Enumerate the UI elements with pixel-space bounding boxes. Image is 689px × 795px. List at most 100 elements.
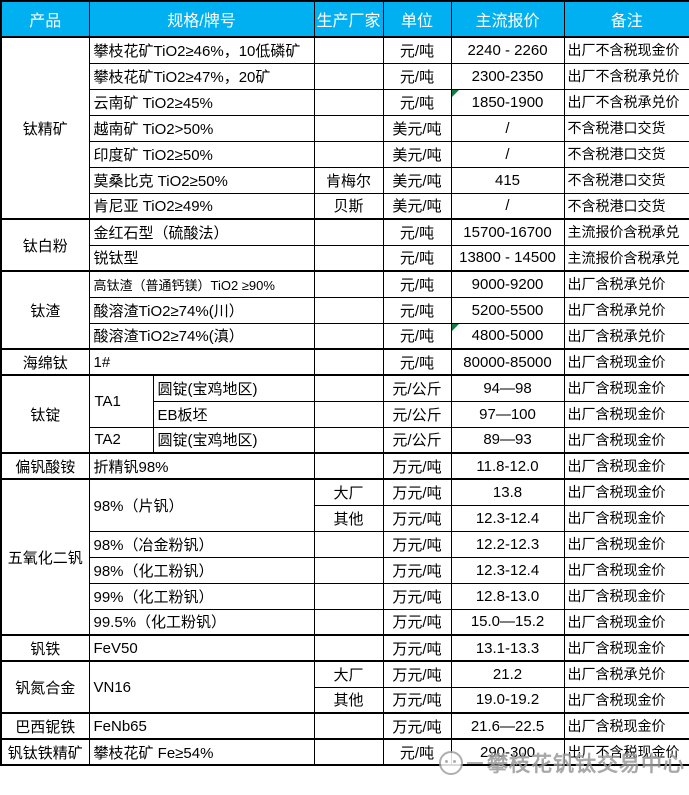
spec-cell: 1# [88,348,315,376]
spec-cell: VN16 [88,660,315,714]
header-row: 产品 规格/牌号 生产厂家 单位 主流报价 备注 [0,0,689,38]
producer-cell: 肯梅尔 [313,166,384,194]
note-cell: 出厂含税现金价 [563,530,689,558]
note-cell: 出厂不含税承兑价 [563,88,689,116]
unit-cell: 万元/吨 [382,608,452,636]
producer-cell [313,88,384,116]
spec-cell: FeV50 [88,634,315,662]
producer-cell: 大厂 [313,660,384,688]
note-cell: 出厂含税承兑价 [563,322,689,350]
col-header-producer: 生产厂家 [313,0,384,38]
price-cell: 12.2-12.3 [450,530,565,558]
producer-cell [313,270,384,298]
producer-cell [313,452,384,480]
unit-cell: 元/吨 [382,36,452,64]
spec-cell: 98%（化工粉钒） [88,556,315,584]
producer-cell [313,556,384,584]
col-header-price: 主流报价 [450,0,565,38]
unit-cell: 元/吨 [382,88,452,116]
unit-cell: 万元/吨 [382,556,452,584]
price-cell: 89—93 [450,426,565,454]
producer-cell [313,36,384,64]
spec-cell: 圆锭(宝鸡地区) [152,426,315,454]
price-cell: 19.0-19.2 [450,686,565,714]
unit-cell: 万元/吨 [382,452,452,480]
note-cell: 出厂含税现金价 [563,686,689,714]
spec-cell: 云南矿 TiO2≥45% [88,88,315,116]
comment-marker-icon [452,90,459,97]
product-cell: 巴西铌铁 [0,712,90,740]
price-cell: 290-300 [450,738,565,766]
note-cell: 出厂含税现金价 [563,426,689,454]
col-header-note: 备注 [563,0,689,38]
spec-cell: FeNb65 [88,712,315,740]
price-table: 产品 规格/牌号 生产厂家 单位 主流报价 备注 钛精矿 攀枝花矿TiO2≥46… [0,0,689,766]
table-row: 越南矿 TiO2>50% 美元/吨 / 不含税港口交货 [1,114,689,142]
note-cell: 出厂含税承兑价 [563,270,689,298]
unit-cell: 元/吨 [382,62,452,90]
note-cell: 出厂含税现金价 [563,504,689,532]
unit-cell: 元/吨 [382,738,452,766]
price-cell: 1850-1900 [450,88,565,116]
table-row: 攀枝花矿TiO2≥47%，20矿 元/吨 2300-2350 出厂不含税承兑价 [1,62,689,90]
unit-cell: 元/吨 [382,270,452,298]
producer-cell [313,530,384,558]
producer-cell [313,296,384,324]
table-row: 海绵钛 1# 元/吨 80000-85000 出厂含税现金价 [0,348,689,376]
producer-cell: 贝斯 [313,192,384,220]
product-cell: 海绵钛 [0,348,90,376]
producer-cell [313,114,384,142]
table-row: 99.5%（化工粉钒） 万元/吨 15.0—15.2 出厂含税现金价 [1,608,689,636]
note-cell: 不含税港口交货 [563,192,689,220]
note-cell: 出厂含税现金价 [563,712,689,740]
product-cell: 钛锭 [0,374,90,454]
table-row: 99%（化工粉钒） 万元/吨 12.8-13.0 出厂含税现金价 [1,582,689,610]
price-value: 1850-1900 [471,93,544,111]
spec-cell: 99%（化工粉钒） [88,582,315,610]
table-row: 钒氮合金 VN16 大厂 万元/吨 21.2 出厂含税承兑价 [0,660,689,714]
table-row: 偏钒酸铵 折精钒98% 万元/吨 11.8-12.0 出厂含税现金价 [0,452,689,480]
spec-cell: 越南矿 TiO2>50% [88,114,315,142]
grade-cell: TA2 [88,426,154,454]
producer-cell: 其他 [313,686,384,714]
unit-cell: 万元/吨 [382,530,452,558]
spec-cell: 印度矿 TiO2≥50% [88,140,315,168]
price-cell: 13.8 [450,478,565,506]
col-header-spec: 规格/牌号 [88,0,315,38]
table-row: 98%（化工粉钒） 万元/吨 12.3-12.4 出厂含税现金价 [1,556,689,584]
spec-cell: 酸溶渣TiO2≥74%(川） [88,296,315,324]
price-cell: 12.8-13.0 [450,582,565,610]
comment-marker-icon [452,324,459,331]
price-cell: 15.0—15.2 [450,608,565,636]
price-cell: 13.1-13.3 [450,634,565,662]
spec-cell: EB板坯 [152,400,315,428]
note-cell: 主流报价含税承兑 [563,218,689,246]
price-cell: 11.8-12.0 [450,452,565,480]
producer-cell [313,400,384,428]
table-row: 钒钛铁精矿 攀枝花矿 Fe≥54% 元/吨 290-300 出厂不含税现金价 [0,738,689,766]
price-cell: / [450,114,565,142]
product-cell: 钒钛铁精矿 [0,738,90,766]
unit-cell: 万元/吨 [382,660,452,688]
col-header-unit: 单位 [382,0,452,38]
producer-cell [313,244,384,272]
note-cell: 出厂不含税现金价 [563,738,689,766]
unit-cell: 元/公斤 [382,400,452,428]
product-cell: 五氧化二钒 [0,478,90,636]
producer-cell [313,582,384,610]
product-cell: 钛精矿 [0,36,90,220]
table-row: 五氧化二钒 98%（片钒） 大厂 万元/吨 13.8 出厂含税现金价 [0,478,689,636]
spec-cell: 肯尼亚 TiO2≥49% [88,192,315,220]
note-cell: 出厂含税现金价 [563,400,689,428]
price-cell: 415 [450,166,565,194]
note-cell: 出厂含税现金价 [563,582,689,610]
price-cell: 15700-16700 [450,218,565,246]
spec-cell: 圆锭(宝鸡地区) [152,374,315,402]
unit-cell: 万元/吨 [382,478,452,506]
price-cell: 21.2 [450,660,565,688]
price-cell: 94—98 [450,374,565,402]
table-row: 锐钛型 元/吨 13800 - 14500 主流报价含税承兑 [1,244,689,272]
note-cell: 出厂含税现金价 [563,556,689,584]
producer-cell [313,634,384,662]
table-row: 莫桑比克 TiO2≥50% 肯梅尔 美元/吨 415 不含税港口交货 [1,166,689,194]
